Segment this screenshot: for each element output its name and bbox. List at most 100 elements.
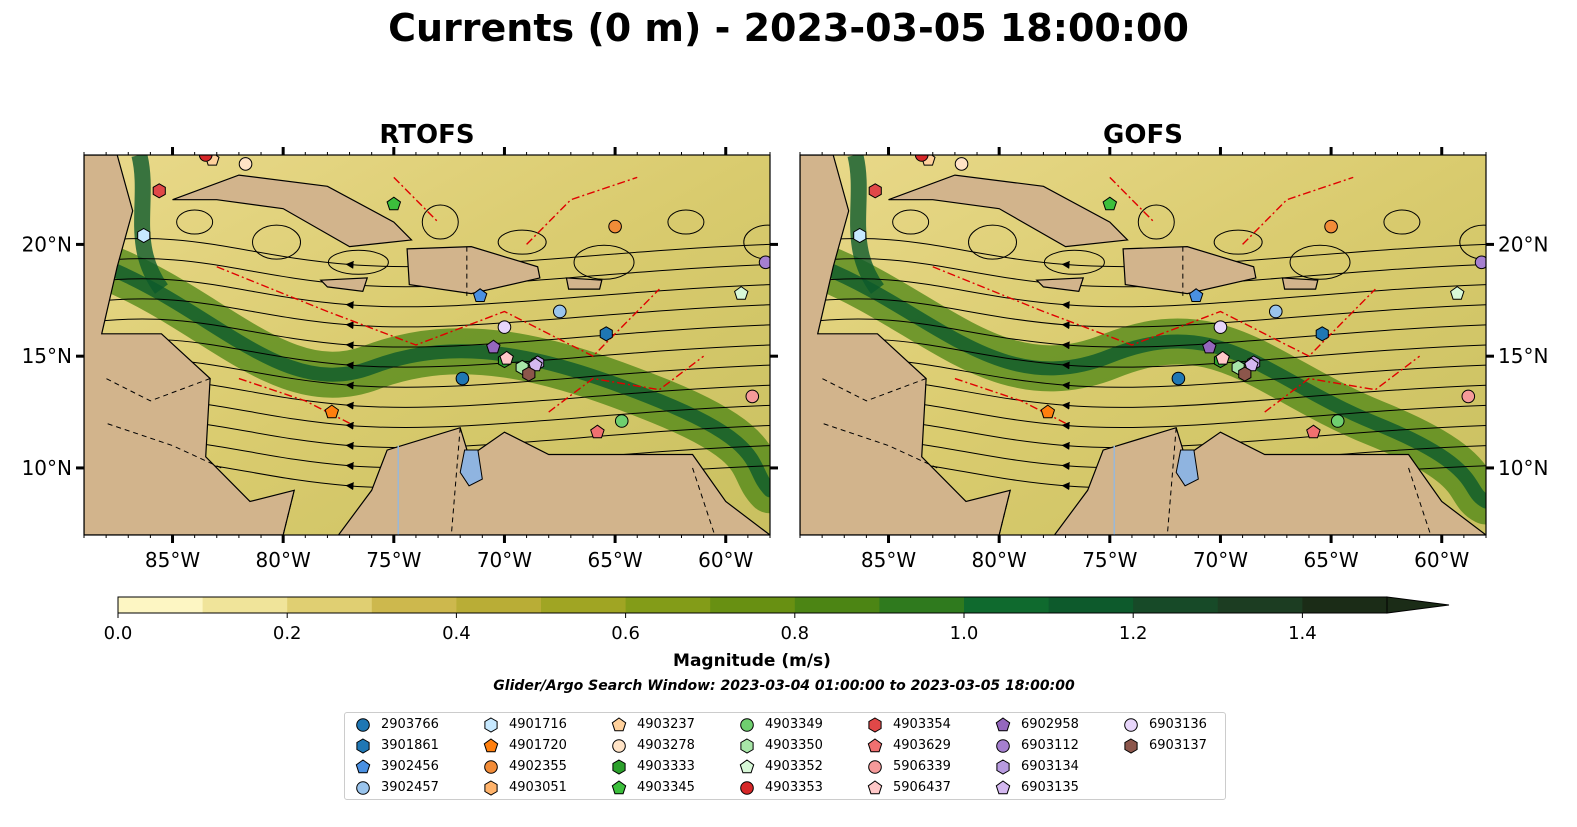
legend-label: 4903350 — [765, 738, 823, 753]
yucatan-current — [131, 155, 169, 294]
legend-item-6902958: 6902958 — [995, 715, 1079, 735]
lon-tick-label: 85°W — [861, 548, 916, 572]
legend-item-6903135: 6903135 — [995, 778, 1079, 798]
legend-marker-5906339 — [868, 760, 882, 774]
float-marker-6903137 — [522, 366, 536, 382]
legend-item-4901720: 4901720 — [483, 736, 567, 756]
legend-item-6903134: 6903134 — [995, 757, 1079, 777]
legend-marker-3901861 — [356, 738, 370, 754]
float-markers — [853, 155, 1486, 439]
float-marker-4902355 — [1324, 219, 1338, 234]
legend-marker-4903350 — [740, 738, 754, 754]
colorbar-tick-label: 1.0 — [950, 623, 979, 644]
legend-item-4903349: 4903349 — [739, 715, 823, 735]
legend-label: 6902958 — [1021, 717, 1079, 732]
legend-label: 4901716 — [509, 717, 567, 732]
lon-tick-label: 70°W — [1193, 548, 1248, 572]
float-marker-2903766 — [455, 371, 470, 386]
legend-marker-icon — [740, 781, 754, 795]
legend-label: 4903353 — [765, 780, 823, 795]
legend-item-3902456: 3902456 — [355, 757, 439, 777]
legend-label: 4903345 — [637, 780, 695, 795]
legend-label: 4903237 — [637, 717, 695, 732]
legend-item-3902457: 3902457 — [355, 778, 439, 798]
float-marker-4903629 — [590, 424, 605, 439]
float-marker-4901716 — [137, 227, 151, 244]
legend-item-4903353: 4903353 — [739, 778, 823, 798]
float-marker-4901716 — [853, 227, 867, 244]
legend-marker-4902355 — [484, 760, 498, 774]
float-marker-5906339 — [745, 389, 760, 404]
lat-tick-label: 10°N — [22, 456, 72, 480]
colorbar-tick-label: 1.4 — [1288, 623, 1317, 644]
legend-marker-icon — [995, 717, 1011, 732]
legend-marker-icon — [356, 718, 370, 732]
jamaica — [1035, 277, 1085, 293]
legend-item-4903237: 4903237 — [611, 715, 695, 735]
legend-label: 6903137 — [1149, 738, 1207, 753]
colorbar-tick-label: 0.0 — [104, 623, 133, 644]
float-legend: 2903766 3901861 3902456 3902457 4901716 49017… — [344, 712, 1226, 800]
legend-marker-icon — [612, 739, 626, 753]
panel-title-gofs: GOFS — [1103, 120, 1183, 150]
lon-tick-label: 60°W — [698, 548, 753, 572]
legend-label: 5906437 — [893, 780, 951, 795]
legend-marker-icon — [611, 717, 627, 732]
country-borders — [105, 246, 716, 535]
legend-item-3901861: 3901861 — [355, 736, 439, 756]
float-marker-6903136 — [497, 320, 512, 334]
cuba — [888, 174, 1129, 248]
float-marker-2903766 — [1171, 371, 1186, 386]
legend-item-4903350: 4903350 — [739, 736, 823, 756]
legend-marker-6902958 — [995, 717, 1011, 732]
puerto-rico — [1281, 277, 1319, 290]
legend-marker-3902456 — [355, 759, 371, 774]
float-markers — [137, 155, 770, 439]
legend-label: 4903051 — [509, 780, 567, 795]
legend-item-4903345: 4903345 — [611, 778, 695, 798]
legend-item-6903112: 6903112 — [995, 736, 1079, 756]
legend-item-5906437: 5906437 — [867, 778, 951, 798]
legend-marker-icon — [612, 759, 626, 775]
legend-item-4903051: 4903051 — [483, 778, 567, 798]
lat-tick-label: 15°N — [22, 344, 72, 368]
lon-tick-label: 60°W — [1414, 548, 1469, 572]
legend-marker-4903349 — [740, 718, 754, 732]
lake-maracaibo — [459, 449, 483, 487]
land — [800, 155, 1486, 535]
legend-marker-icon — [1124, 718, 1138, 732]
legend-marker-2903766 — [356, 718, 370, 732]
float-marker-6903136 — [1213, 320, 1228, 334]
legend-marker-icon — [484, 780, 498, 796]
legend-marker-4903345 — [611, 780, 627, 795]
legend-marker-icon — [867, 780, 883, 795]
map-rtofs: 85°W 80°W 75°W 70°W 65°W 60°W 20°N 15°N 10°N — [22, 147, 778, 572]
float-marker-6903112 — [758, 255, 770, 270]
float-marker-5906437 — [499, 350, 514, 365]
cuba — [172, 174, 413, 248]
float-marker-4901720 — [1040, 404, 1056, 419]
legend-item-4901716: 4901716 — [483, 715, 567, 735]
legend-marker-icon — [1124, 738, 1138, 754]
legend-label: 3901861 — [381, 738, 439, 753]
figure-title: Currents (0 m) - 2023-03-05 18:00:00 — [388, 6, 1189, 50]
legend-item-4903354: 4903354 — [867, 715, 951, 735]
float-marker-3902456 — [1188, 288, 1204, 302]
float-marker-6902958 — [486, 339, 501, 354]
lon-tick-label: 80°W — [972, 548, 1027, 572]
legend-marker-4903352 — [739, 759, 755, 774]
legend-label: 6903136 — [1149, 717, 1207, 732]
yucatan-current — [847, 155, 885, 294]
legend-marker-6903112 — [996, 739, 1010, 753]
float-marker-4903345 — [1102, 196, 1118, 211]
legend-marker-4901720 — [483, 738, 499, 753]
jamaica — [319, 277, 369, 293]
legend-label: 4902355 — [509, 759, 567, 774]
float-marker-4903353 — [914, 155, 929, 162]
lon-tick-label: 70°W — [477, 548, 532, 572]
legend-label: 4903333 — [637, 759, 695, 774]
float-marker-3902457 — [1268, 304, 1283, 319]
legend-marker-6903134 — [996, 759, 1010, 775]
legend-marker-icon — [611, 780, 627, 795]
legend-label: 6903112 — [1021, 738, 1079, 753]
